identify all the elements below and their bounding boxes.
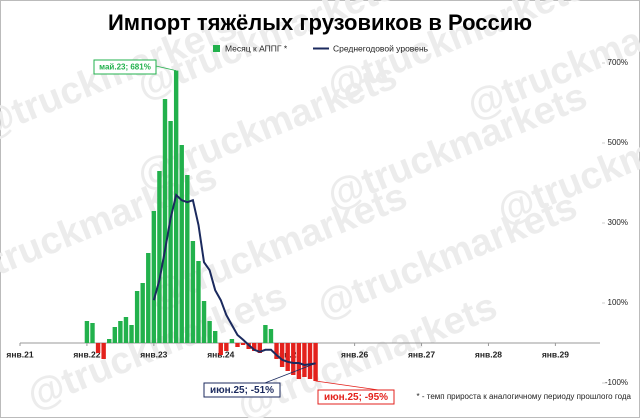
bar	[118, 321, 123, 343]
bar	[224, 343, 229, 351]
callout-box	[93, 59, 157, 75]
callout-leader	[315, 380, 379, 391]
bar	[129, 325, 134, 343]
callout-label: июн.25; -95%	[324, 392, 388, 403]
bar	[168, 121, 173, 343]
bar	[291, 343, 296, 375]
bar	[95, 343, 101, 353]
x-tick-label: янв.21	[6, 349, 33, 359]
bar	[207, 321, 212, 343]
x-tick-label: янв.22	[73, 349, 100, 359]
callout-box	[203, 382, 281, 398]
bar	[235, 343, 240, 347]
bar	[240, 343, 246, 345]
bar	[157, 171, 162, 343]
bar	[140, 283, 145, 343]
bar	[101, 343, 106, 359]
bar	[123, 317, 129, 343]
bar	[313, 343, 318, 381]
bar	[263, 325, 268, 343]
bar	[307, 343, 313, 379]
bar	[190, 241, 196, 343]
callout-box	[317, 389, 395, 405]
bar	[268, 329, 274, 343]
footnote: * - темп прироста к аналогичному периоду…	[417, 392, 632, 401]
bar	[162, 99, 168, 343]
legend-label: Месяц к АППГ *	[225, 43, 288, 53]
bar	[274, 343, 279, 359]
callout-label: май.23; 681%	[99, 63, 151, 72]
bar	[84, 321, 90, 343]
bar	[296, 343, 302, 379]
callout-label: июн.25; -51%	[210, 385, 274, 396]
callout-leader	[264, 363, 316, 384]
legend-swatch	[213, 45, 220, 52]
bar	[112, 327, 118, 343]
bar	[90, 323, 95, 343]
callout-leader	[155, 65, 177, 71]
chart-title: Импорт тяжёлых грузовиков в Россию	[108, 10, 532, 35]
bar	[179, 145, 184, 343]
bar	[196, 261, 201, 343]
y-tick-label: 500%	[608, 138, 628, 147]
x-tick-label: янв.26	[341, 349, 368, 359]
bar	[151, 211, 157, 343]
bar	[302, 343, 307, 377]
y-tick-label: 300%	[608, 218, 628, 227]
x-tick-label: янв.27	[408, 349, 435, 359]
x-tick-label: янв.29	[542, 349, 569, 359]
bar	[185, 175, 190, 343]
bar	[218, 343, 223, 355]
bar	[229, 339, 235, 343]
legend-label: Среднегодовой уровень	[333, 43, 429, 53]
line	[152, 193, 316, 367]
bar	[279, 343, 285, 367]
y-tick-label: 100%	[608, 298, 628, 307]
y-tick-label: 700%	[608, 58, 628, 67]
y-tick-label: -100%	[605, 378, 628, 387]
x-tick-label: янв.28	[475, 349, 502, 359]
bar	[107, 339, 112, 343]
x-tick-label: янв.23	[140, 349, 167, 359]
bar	[146, 253, 151, 343]
bar	[173, 70, 179, 343]
bar	[257, 343, 263, 353]
bar	[212, 331, 218, 343]
bar	[134, 291, 140, 343]
bar	[201, 301, 207, 343]
bar	[252, 343, 257, 351]
bar	[285, 343, 290, 371]
